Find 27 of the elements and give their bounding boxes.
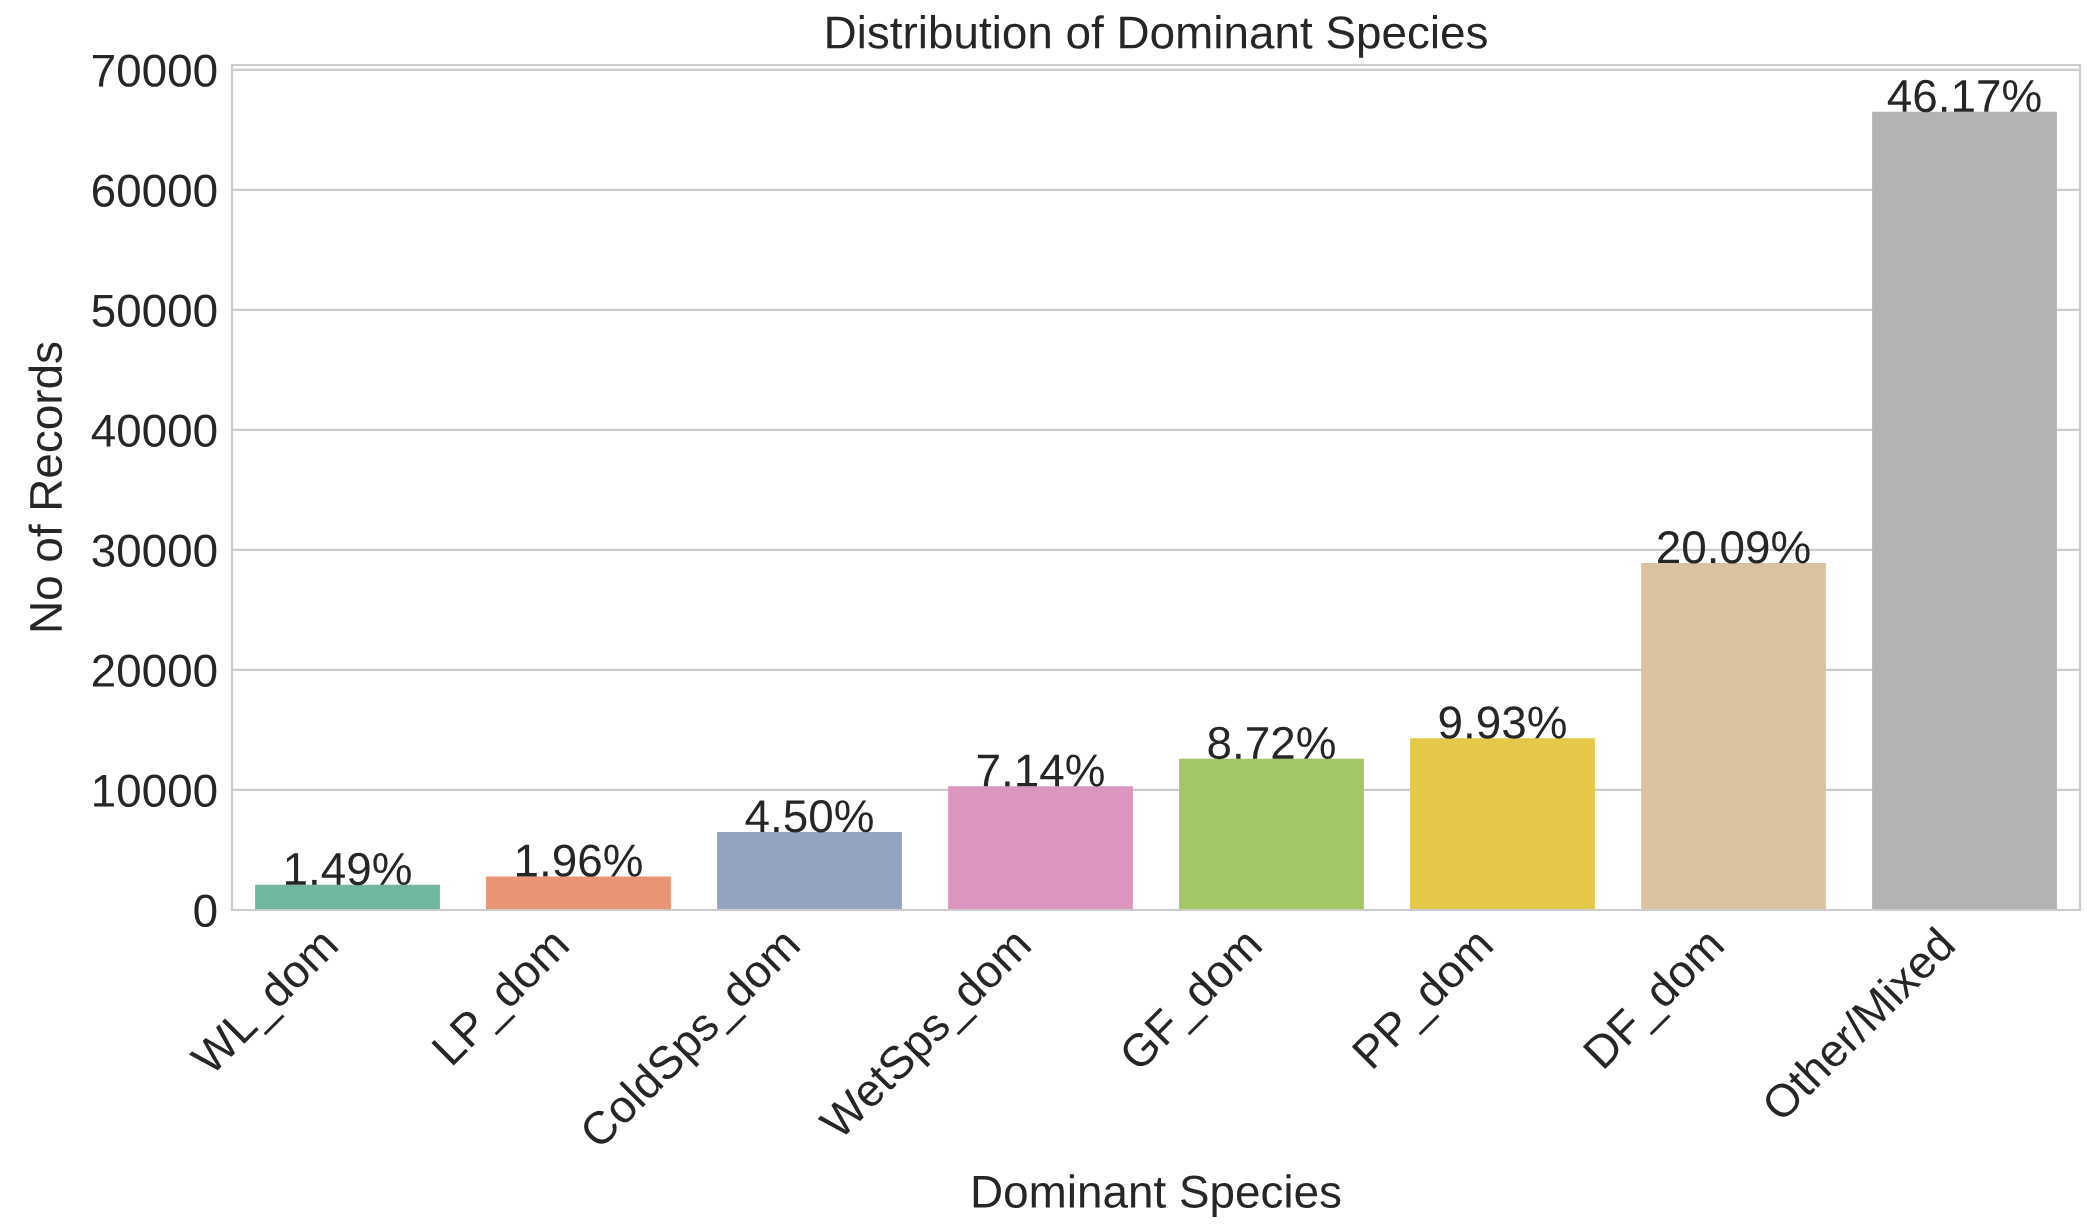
y-tick-label: 10000: [94, 774, 217, 808]
y-axis-title: No of Records: [28, 342, 63, 631]
y-tick-label: 50000: [92, 294, 217, 327]
y-tick-label: 30000: [92, 534, 217, 567]
bar: [948, 786, 1133, 910]
bar: [1179, 758, 1364, 910]
annotation: 1.96%: [517, 844, 642, 877]
bar: [1410, 738, 1595, 910]
bar: [1872, 111, 2057, 910]
bar: [717, 831, 902, 910]
y-tick-label: 20000: [92, 654, 217, 687]
annotation: 8.72%: [1208, 726, 1335, 760]
annotation: 7.14%: [977, 754, 1104, 787]
annotation: 20.09%: [1658, 531, 1810, 564]
y-tick-label: 70000: [93, 54, 217, 87]
annotation: 46.17%: [1887, 79, 2041, 113]
bar: [255, 884, 440, 910]
y-tick-label: 0: [194, 894, 217, 928]
y-tick-label: 60000: [93, 174, 217, 207]
bar: [486, 876, 671, 910]
annotation: 1.49%: [286, 852, 411, 886]
y-tick-label: 40000: [91, 414, 217, 447]
bar: [1641, 563, 1826, 910]
annotation: 9.93%: [1439, 706, 1566, 739]
x-axis-title: Dominant Species: [973, 1174, 1341, 1218]
chart-title: Distribution of Dominant Species: [827, 15, 1487, 58]
annotation: 4.50%: [745, 799, 873, 833]
